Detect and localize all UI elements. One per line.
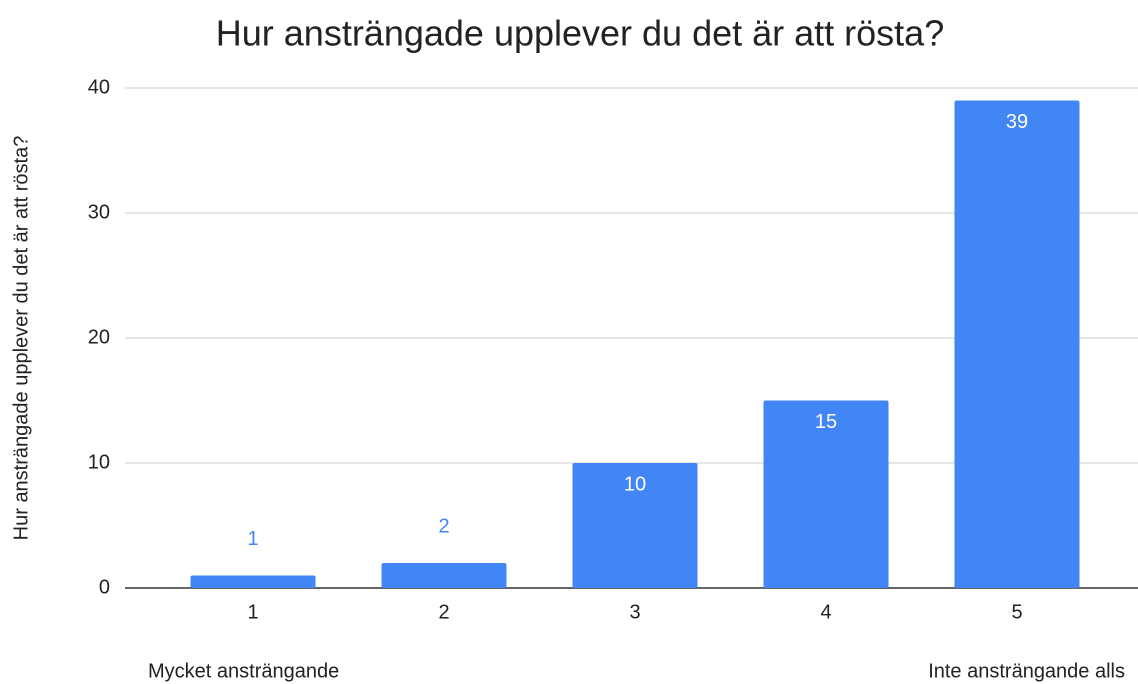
bar	[954, 100, 1080, 588]
bar	[763, 400, 889, 588]
bar	[572, 463, 698, 588]
data-label: 39	[1006, 111, 1028, 133]
data-label: 15	[815, 411, 837, 433]
y-tick-label: 0	[99, 576, 110, 598]
y-tick-label: 30	[88, 201, 110, 223]
x-tick-label: 5	[1011, 601, 1022, 623]
y-tick-label: 40	[88, 76, 110, 98]
bar	[190, 575, 316, 588]
y-tick-label: 20	[88, 326, 110, 348]
chart-title: Hur ansträngade upplever du det är att r…	[216, 13, 944, 54]
x-tick-label: 2	[438, 601, 449, 623]
data-label: 2	[438, 515, 449, 537]
x-tick-label: 1	[247, 601, 258, 623]
data-label: 10	[624, 473, 646, 495]
y-tick-label: 10	[88, 451, 110, 473]
data-label: 1	[247, 528, 258, 550]
annotation: Inte ansträngande alls	[928, 660, 1125, 682]
annotation: Mycket ansträngande	[148, 660, 339, 682]
x-tick-label: 3	[629, 601, 640, 623]
x-tick-label: 4	[820, 601, 831, 623]
y-axis-label: Hur ansträngade upplever du det är att r…	[10, 136, 32, 541]
bar	[381, 563, 507, 588]
